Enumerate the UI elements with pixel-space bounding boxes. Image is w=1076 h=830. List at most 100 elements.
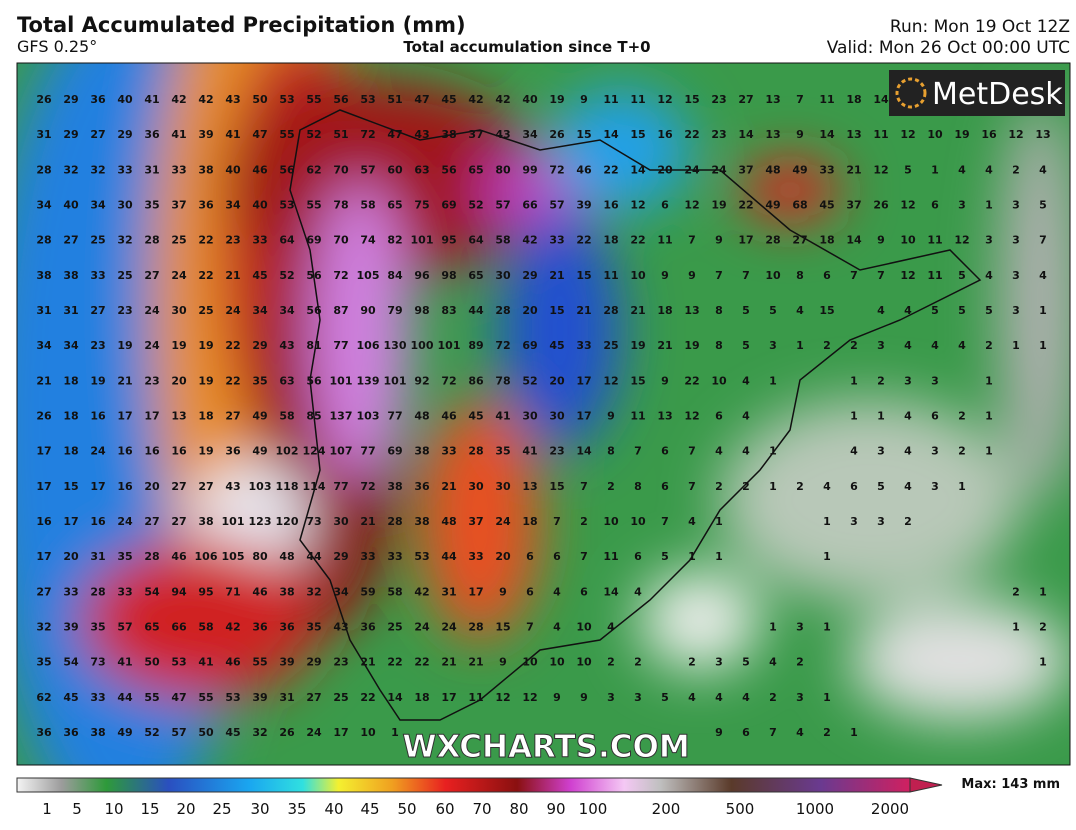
grid-value: 39 [252, 691, 267, 704]
grid-value: 45 [225, 726, 240, 739]
grid-value: 81 [306, 339, 321, 352]
grid-value: 21 [576, 304, 591, 317]
grid-value: 11 [873, 128, 888, 141]
grid-value: 40 [117, 93, 133, 106]
grid-value: 3 [796, 691, 804, 704]
colorbar-label: 90 [546, 800, 565, 818]
grid-value: 4 [877, 304, 885, 317]
grid-value: 34 [225, 199, 241, 212]
grid-value: 34 [90, 199, 106, 212]
grid-value: 15 [630, 374, 645, 387]
grid-value: 72 [495, 339, 510, 352]
grid-value: 40 [63, 199, 79, 212]
grid-value: 1 [796, 339, 804, 352]
grid-value: 21 [36, 374, 51, 387]
grid-value: 4 [931, 339, 939, 352]
colorbar-max: Max: 143 mm [961, 777, 1060, 792]
grid-value: 12 [657, 93, 672, 106]
grid-value: 21 [468, 656, 483, 669]
grid-value: 22 [576, 234, 591, 247]
grid-value: 19 [171, 339, 186, 352]
grid-value: 101 [384, 374, 407, 387]
grid-value: 114 [303, 480, 326, 493]
logo: MetDesk [932, 77, 1063, 112]
grid-value: 11 [927, 234, 942, 247]
grid-value: 105 [357, 269, 380, 282]
grid-value: 118 [276, 480, 299, 493]
grid-value: 21 [441, 480, 456, 493]
grid-value: 9 [661, 269, 669, 282]
colorbar-label: 30 [250, 800, 269, 818]
grid-value: 27 [90, 128, 105, 141]
colorbar-label: 25 [212, 800, 231, 818]
grid-value: 7 [769, 726, 777, 739]
grid-value: 24 [441, 621, 457, 634]
colorbar-label: 20 [176, 800, 195, 818]
colorbar-label: 1 [42, 800, 52, 818]
grid-value: 13 [765, 128, 780, 141]
run: Run: Mon 19 Oct 12Z [890, 17, 1070, 37]
grid-value: 3 [1012, 234, 1020, 247]
grid-value: 11 [927, 269, 942, 282]
grid-value: 17 [63, 515, 78, 528]
grid-value: 12 [630, 199, 645, 212]
grid-value: 15 [495, 621, 510, 634]
colorbar-label: 10 [104, 800, 123, 818]
grid-value: 12 [684, 199, 699, 212]
grid-value: 4 [823, 480, 831, 493]
grid-value: 27 [144, 269, 159, 282]
grid-value: 7 [850, 269, 858, 282]
grid-value: 18 [657, 304, 672, 317]
grid-value: 17 [441, 691, 456, 704]
grid-value: 18 [522, 515, 537, 528]
grid-value: 5 [931, 304, 939, 317]
grid-value: 38 [414, 515, 429, 528]
grid-value: 19 [630, 339, 645, 352]
grid-value: 42 [225, 621, 240, 634]
grid-value: 75 [414, 199, 429, 212]
grid-value: 70 [333, 234, 349, 247]
grid-value: 39 [63, 621, 78, 634]
grid-value: 31 [36, 304, 51, 317]
grid-value: 1 [769, 445, 777, 458]
grid-value: 23 [90, 339, 105, 352]
grid-value: 37 [468, 128, 483, 141]
grid-value: 41 [144, 93, 159, 106]
grid-value: 84 [387, 269, 403, 282]
grid-value: 5 [877, 480, 885, 493]
grid-value: 94 [171, 585, 187, 598]
grid-value: 10 [900, 234, 916, 247]
grid-value: 120 [276, 515, 299, 528]
grid-value: 77 [360, 445, 375, 458]
colorbar [16, 777, 911, 793]
grid-value: 52 [279, 269, 294, 282]
grid-value: 9 [499, 656, 507, 669]
grid-value: 27 [306, 691, 321, 704]
grid-value: 57 [495, 199, 510, 212]
grid-value: 101 [438, 339, 461, 352]
grid-value: 53 [414, 550, 429, 563]
grid-value: 17 [36, 445, 51, 458]
colorbar-label: 500 [726, 800, 755, 818]
grid-value: 13 [684, 304, 699, 317]
grid-value: 98 [414, 304, 429, 317]
grid-value: 30 [522, 410, 538, 423]
grid-value: 11 [819, 93, 834, 106]
grid-value: 55 [252, 656, 267, 669]
grid-value: 36 [198, 199, 214, 212]
grid-value: 3 [850, 515, 858, 528]
grid-value: 65 [468, 163, 483, 176]
grid-value: 45 [252, 269, 267, 282]
grid-value: 2 [1039, 621, 1047, 634]
grid-value: 49 [252, 445, 267, 458]
grid-value: 10 [576, 656, 592, 669]
grid-value: 7 [553, 515, 561, 528]
grid-value: 57 [171, 726, 186, 739]
grid-value: 7 [796, 93, 804, 106]
grid-value: 99 [522, 163, 537, 176]
grid-value: 1 [985, 410, 993, 423]
grid-value: 9 [796, 128, 804, 141]
colorbar-label: 35 [287, 800, 306, 818]
grid-value: 44 [306, 550, 322, 563]
grid-value: 13 [765, 93, 780, 106]
